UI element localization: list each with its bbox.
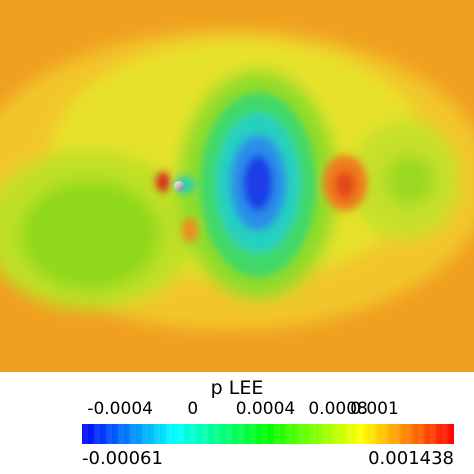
legend-range-max: 0.001438	[368, 448, 454, 469]
legend-tick-label: 0	[187, 399, 199, 419]
colorbar	[82, 424, 454, 444]
legend-tick-label: 0.001	[350, 399, 399, 419]
legend-tick-label: 0.0008	[308, 399, 368, 419]
pressure-contour-plot	[0, 0, 474, 372]
legend-tick-label: -0.0004	[87, 399, 153, 419]
cylinder-body	[174, 181, 184, 191]
legend-range-min: -0.00061	[82, 448, 163, 469]
legend-title: p LEE	[210, 377, 264, 399]
legend-tick-label: 0.0004	[235, 399, 296, 419]
